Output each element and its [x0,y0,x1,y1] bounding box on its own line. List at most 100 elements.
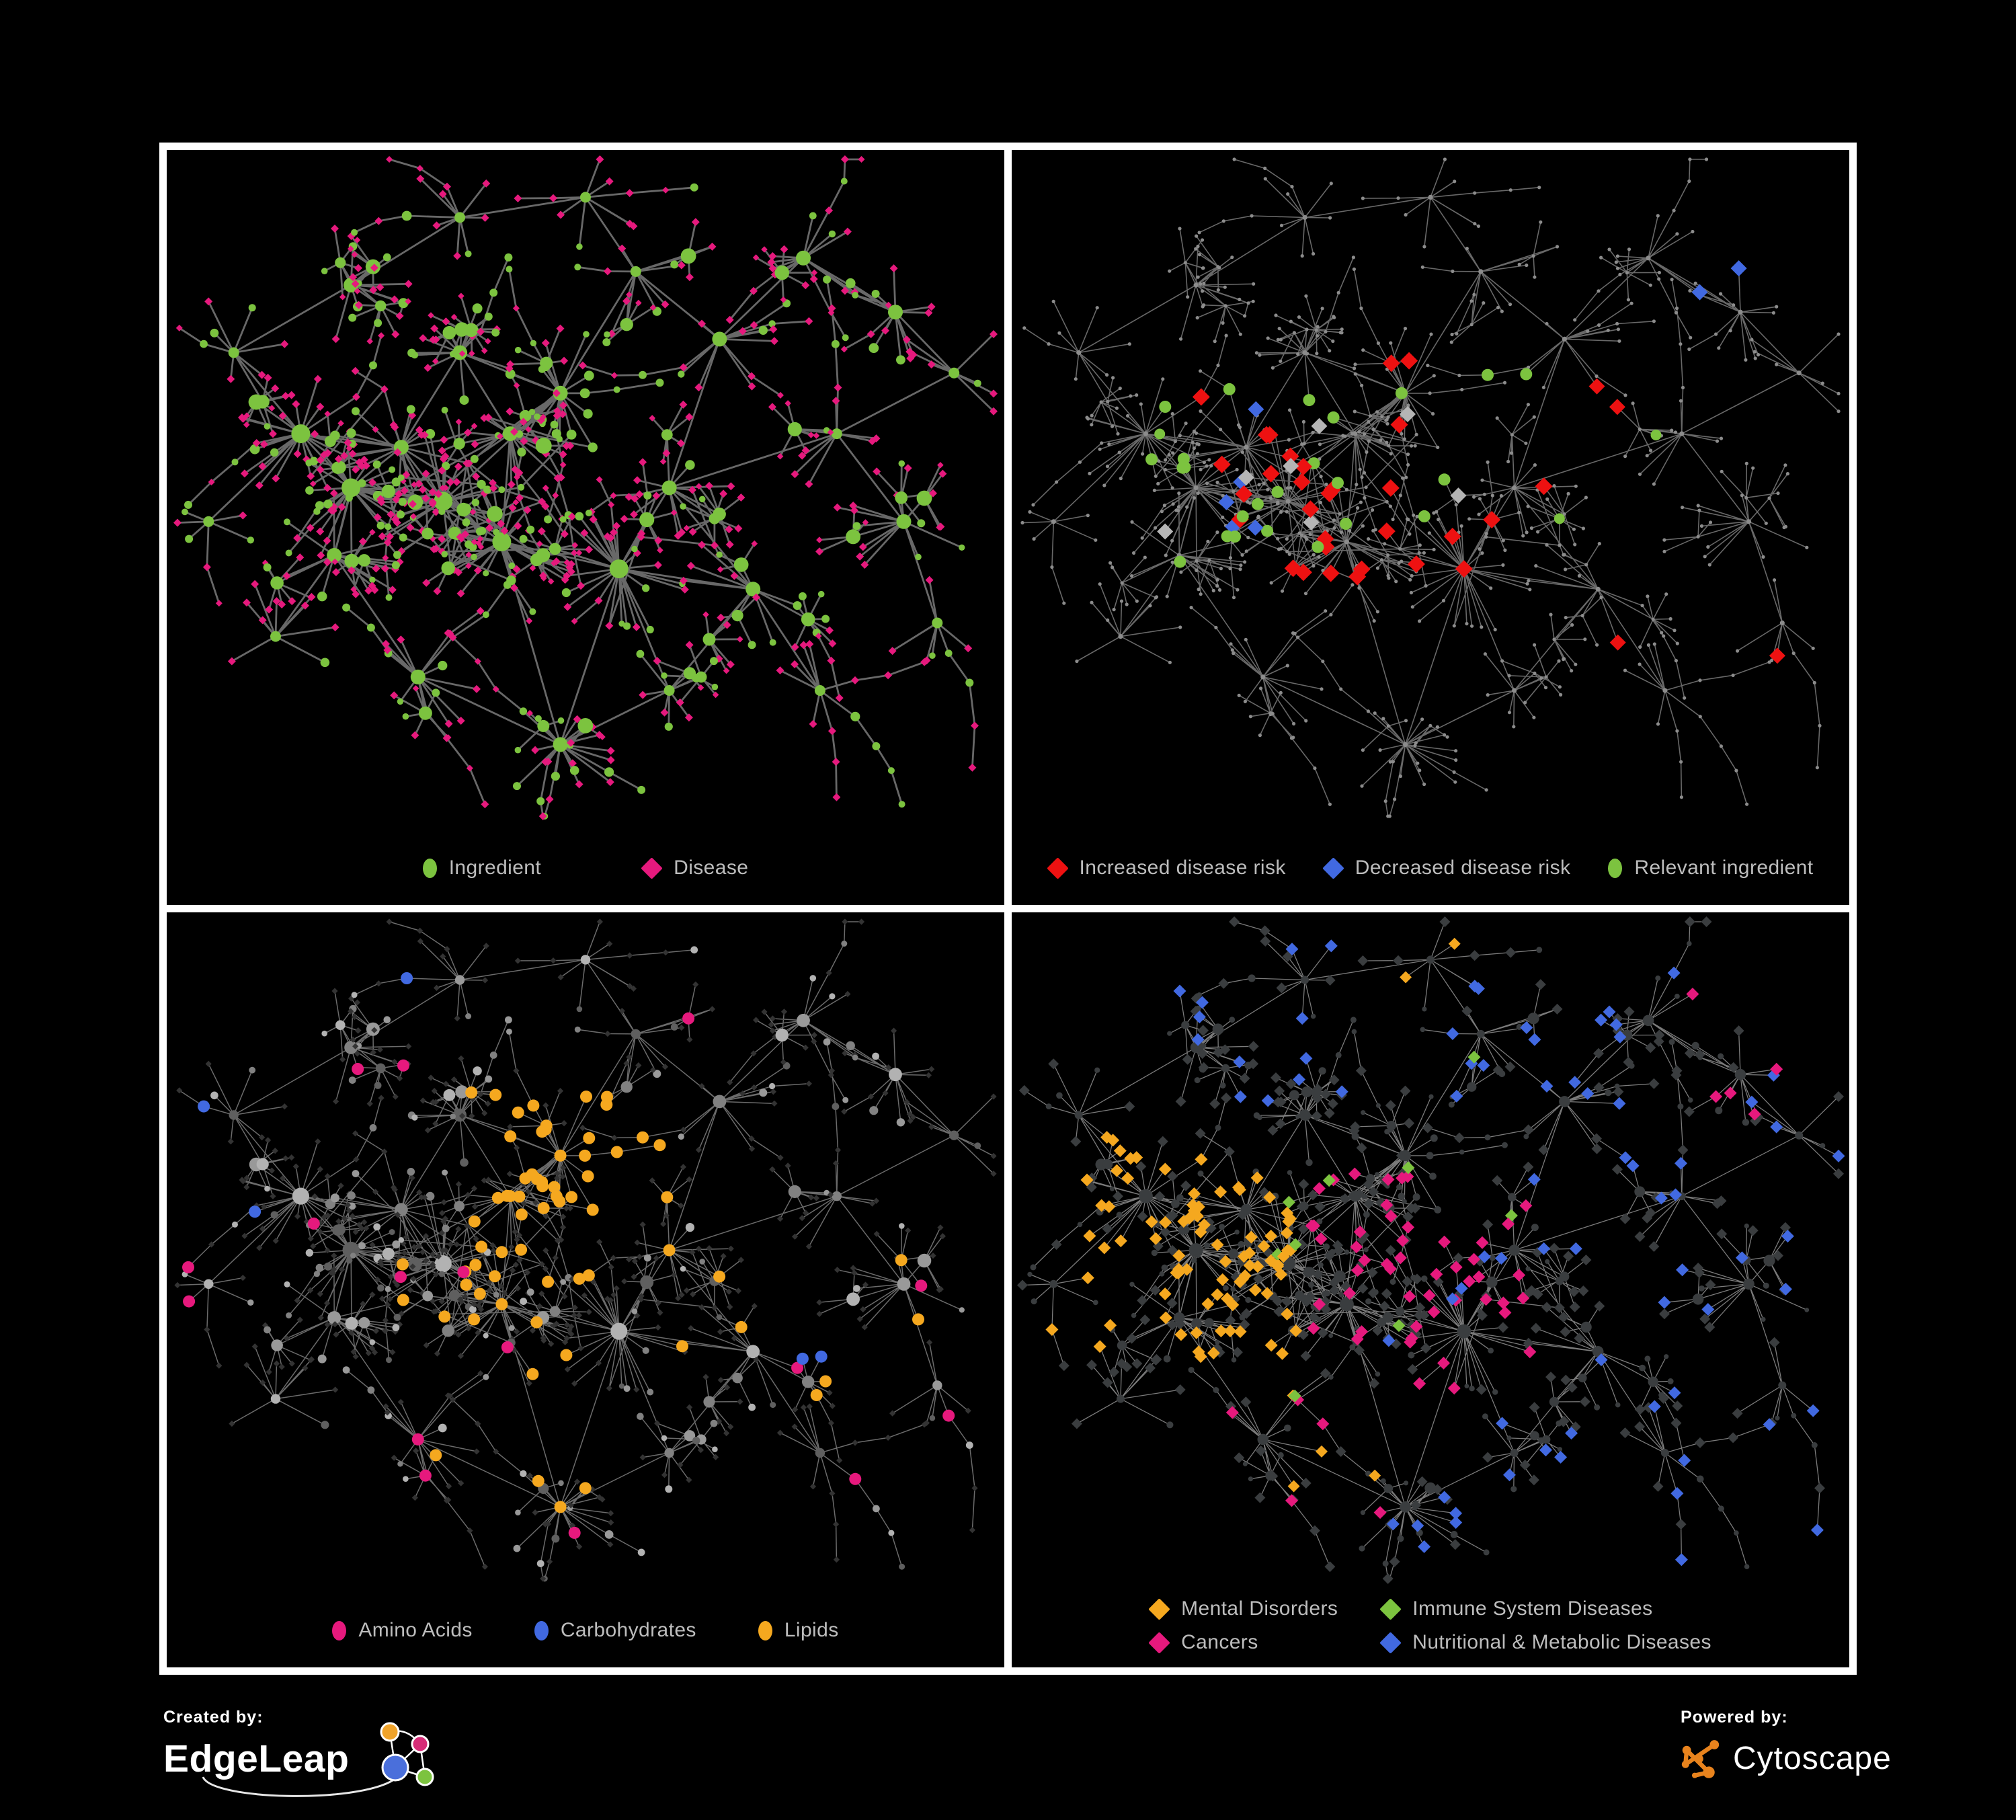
node-diamond [1255,1445,1266,1456]
node-diamond [1051,1239,1062,1250]
node-circle [1372,619,1376,623]
node-circle [1167,452,1171,457]
node-circle [676,1340,688,1353]
node-diamond [423,1232,430,1240]
node-diamond [1312,1269,1324,1280]
node-diamond [251,580,259,588]
node-circle [1533,671,1537,676]
node-diamond [1446,1027,1459,1040]
node-diamond [392,1278,399,1285]
node-circle [1501,539,1505,543]
node-diamond [686,1176,692,1183]
node-diamond [1527,1173,1541,1186]
node-circle [1543,686,1548,690]
node-circle [1570,669,1574,673]
node-circle [182,508,188,516]
node-diamond [1613,1097,1626,1110]
node-circle [1074,1111,1083,1119]
node-diamond [507,1123,514,1130]
node-circle [1296,635,1300,639]
node-diamond [364,586,373,595]
node-diamond [302,1365,309,1372]
node-circle [1154,428,1166,440]
node-circle [1202,303,1206,307]
node-circle [1248,715,1252,719]
node-diamond [1281,447,1299,465]
node-circle [1246,535,1250,540]
node-circle [1254,351,1258,355]
node-diamond [1267,1125,1279,1136]
node-diamond [542,1265,549,1272]
node-circle [407,1168,415,1176]
node-diamond [638,1296,645,1303]
node-circle [1804,1308,1810,1312]
node-circle [758,325,768,335]
node-circle [307,1217,320,1230]
node-diamond [450,313,458,321]
node-circle [315,1263,324,1272]
node-circle [1196,491,1200,496]
diamond-symbol-icon [1148,1597,1170,1620]
node-circle [670,260,679,269]
node-diamond [633,1386,640,1393]
node-circle [1228,1249,1239,1259]
legend-item: Mental Disorders [1148,1597,1338,1620]
node-diamond [482,977,489,984]
node-diamond [1248,1283,1262,1297]
node-diamond [455,1331,462,1338]
node-circle [1740,493,1744,498]
node-diamond [791,1233,799,1240]
node-circle [1257,1115,1262,1120]
node-diamond [833,503,842,512]
node-circle [1075,659,1079,664]
node-diamond [1316,1445,1328,1458]
node-diamond [456,1296,464,1303]
node-circle [690,183,698,192]
node-circle [1271,366,1275,370]
node-diamond [930,1253,936,1259]
node-circle [1595,586,1601,592]
node-circle [1704,157,1709,161]
node-diamond [571,549,578,557]
node-circle [1486,1276,1498,1288]
node-diamond [856,1316,863,1322]
node-diamond [832,793,841,801]
node-circle [1245,1297,1252,1303]
node-diamond [858,156,865,163]
node-diamond [1258,1187,1270,1198]
node-circle [1332,315,1336,319]
node-diamond [1221,1292,1234,1306]
node-circle [1129,1281,1135,1287]
node-diamond [654,536,663,545]
node-diamond [563,1205,570,1212]
node-diamond [731,1335,737,1342]
node-diamond [1523,1345,1537,1359]
node-circle [1605,1089,1612,1097]
node-diamond [563,602,572,611]
node-circle [850,711,860,721]
node-circle [1215,584,1219,588]
node-diamond [352,465,360,474]
node-circle [1773,578,1777,582]
node-diamond [1353,1189,1365,1200]
node-diamond [631,494,639,503]
node-circle [1449,340,1453,344]
node-circle [581,1170,594,1183]
node-diamond [719,489,728,498]
node-diamond [626,1256,633,1263]
node-diamond [446,1482,452,1490]
node-diamond [1233,473,1250,490]
node-circle [1236,423,1241,427]
node-diamond [510,584,518,592]
node-circle [1297,531,1301,535]
node-diamond [331,1321,338,1328]
node-diamond [1048,1058,1059,1070]
node-circle [1512,688,1517,693]
node-diamond [580,528,589,537]
node-diamond [1483,511,1501,528]
node-circle [1426,955,1435,964]
node-circle [450,1113,456,1119]
node-circle [1382,1560,1389,1567]
node-diamond [351,251,358,258]
node-circle [647,1388,654,1396]
